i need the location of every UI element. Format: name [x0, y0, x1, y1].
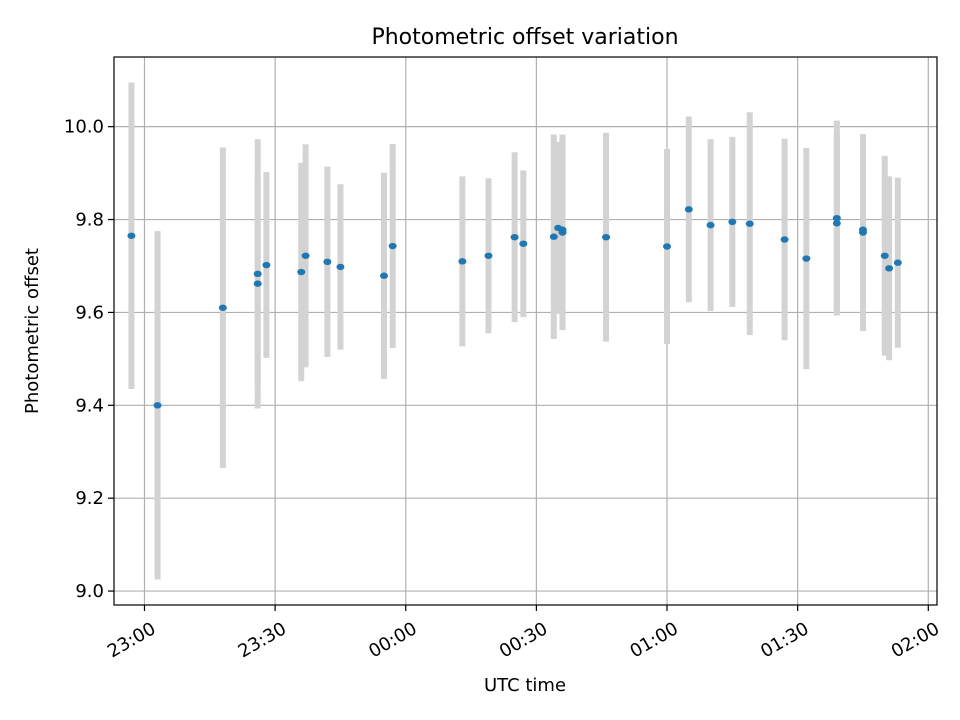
data-point: [549, 233, 558, 240]
data-points: [127, 206, 902, 409]
data-point: [745, 220, 754, 227]
data-point: [336, 263, 345, 271]
data-point: [802, 255, 811, 262]
data-point: [880, 252, 889, 259]
data-point: [379, 272, 388, 279]
x-axis-label: UTC time: [484, 675, 566, 696]
data-point: [388, 242, 397, 250]
y-tick-label: 9.8: [75, 210, 104, 231]
data-point: [262, 261, 271, 269]
y-axis-ticks: 9.0 9.2 9.4 9.6 9.8 10.0: [64, 117, 114, 602]
data-point: [153, 402, 162, 409]
y-axis-label: Photometric offset: [22, 248, 43, 414]
data-point: [510, 233, 519, 241]
y-tick-label: 9.2: [75, 488, 104, 509]
data-point: [728, 218, 737, 226]
data-point: [301, 252, 310, 259]
data-point: [323, 258, 332, 266]
data-point: [858, 229, 867, 236]
data-point: [893, 259, 902, 266]
data-point: [780, 236, 789, 243]
data-point: [297, 268, 306, 276]
y-tick-label: 10.0: [64, 117, 104, 138]
data-point: [885, 265, 894, 272]
data-point: [706, 221, 715, 229]
data-point: [253, 270, 262, 278]
chart-title: Photometric offset variation: [371, 25, 678, 50]
data-point: [602, 233, 611, 241]
data-point: [832, 220, 841, 227]
data-point: [484, 252, 493, 259]
data-point: [127, 232, 136, 239]
data-point: [684, 206, 693, 213]
data-point: [663, 243, 672, 250]
plot-frame: [113, 56, 938, 606]
data-point: [519, 240, 528, 247]
data-point: [558, 226, 567, 233]
data-point: [458, 258, 467, 265]
data-point: [218, 304, 227, 311]
y-tick-label: 9.6: [75, 302, 104, 323]
y-tick-label: 9.0: [75, 581, 104, 602]
data-point: [832, 214, 841, 222]
y-tick-label: 9.4: [75, 395, 104, 416]
data-point: [253, 280, 262, 287]
